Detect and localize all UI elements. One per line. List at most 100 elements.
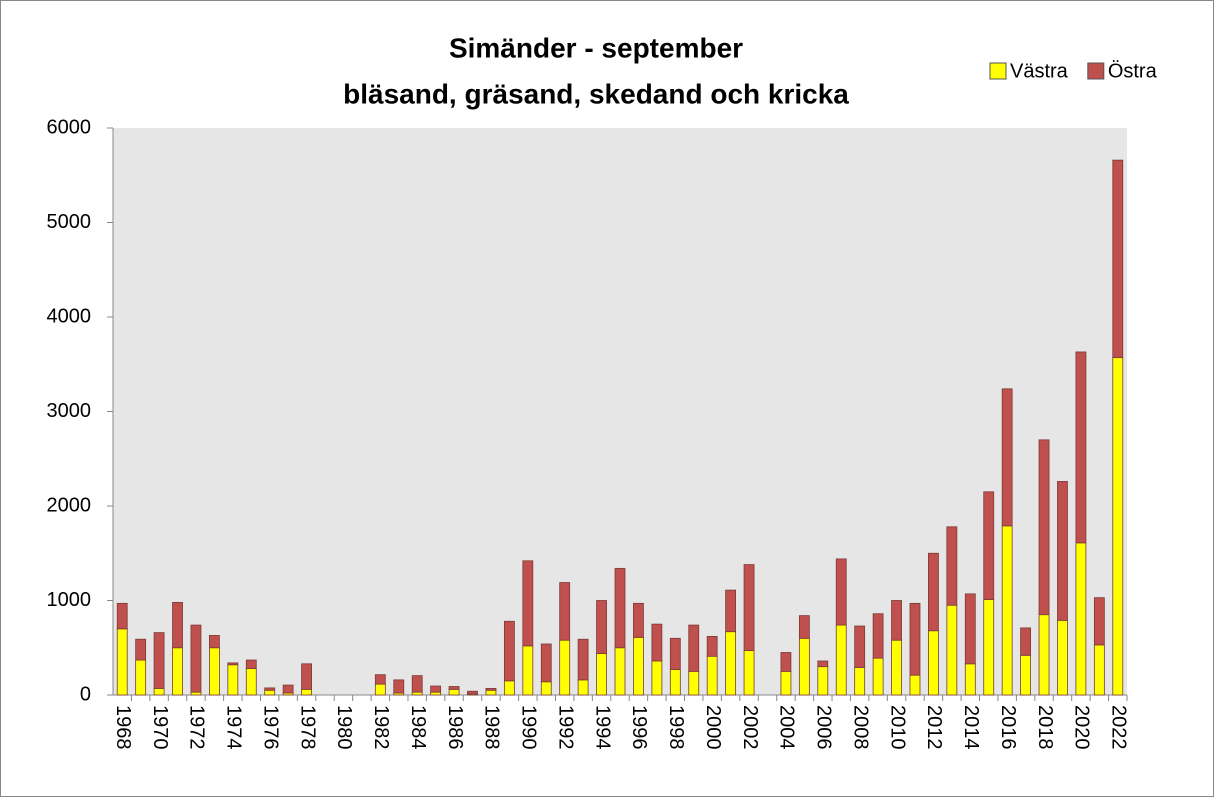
bar-segment (116, 602, 128, 630)
bar-segment (190, 691, 202, 696)
x-tick-label: 1986 (444, 705, 466, 750)
legend-swatch (989, 62, 1007, 80)
y-tick-label: 3000 (47, 400, 92, 422)
y-tick-label: 0 (80, 683, 91, 705)
bar-segment (1038, 439, 1050, 616)
bar-segment (485, 689, 497, 696)
bar-segment (1093, 597, 1105, 646)
bar-segment (430, 685, 442, 693)
y-tick-label: 2000 (47, 494, 92, 516)
x-tick-label: 2006 (813, 705, 835, 750)
x-tick-label: 2022 (1108, 705, 1130, 750)
x-tick-label: 1980 (333, 705, 355, 750)
legend-swatch (1087, 62, 1105, 80)
bar-segment (651, 623, 663, 662)
bar-segment (448, 688, 460, 696)
bar-segment (688, 624, 700, 672)
bar-segment (798, 615, 810, 639)
bar-segment (208, 635, 220, 649)
bar-segment (928, 552, 939, 632)
bar-segment (891, 639, 902, 696)
bar-segment (964, 663, 976, 696)
x-tick-label: 2008 (849, 705, 871, 750)
bar-segment (964, 593, 976, 665)
bar-segment (780, 670, 792, 696)
bar-segment (909, 674, 921, 696)
bar-segment (1001, 525, 1013, 696)
bar-segment (301, 663, 312, 690)
bar-segment (1112, 159, 1124, 359)
x-tick-label: 2010 (886, 705, 908, 750)
bar-segment (1057, 619, 1068, 696)
x-tick-label: 1996 (628, 705, 650, 750)
bar-segment (817, 660, 829, 668)
bar-segment (743, 650, 755, 696)
bar-segment (909, 602, 921, 676)
bar-segment (596, 600, 607, 654)
bar-segment (651, 660, 663, 696)
bar-segment (983, 491, 995, 600)
bar-segment (485, 687, 497, 691)
x-tick-label: 1974 (223, 705, 245, 750)
bar-segment (1020, 627, 1031, 656)
x-tick-label: 2012 (923, 705, 945, 750)
bar-segment (393, 679, 405, 694)
bar-segment (1038, 614, 1050, 696)
bar-segment (522, 645, 534, 696)
x-tick-label: 1978 (296, 705, 318, 750)
bar-segment (135, 638, 147, 661)
bar-segment (706, 655, 718, 696)
x-tick-label: 1992 (554, 705, 576, 750)
bar-segment (116, 628, 128, 696)
bar-segment (172, 647, 183, 696)
bar-segment (1093, 644, 1105, 696)
legend-label: Västra (1010, 60, 1069, 82)
bar-segment (928, 630, 939, 696)
bar-segment (1075, 351, 1087, 544)
bar-segment (725, 631, 737, 696)
bar-segment (208, 647, 220, 696)
bar-segment (596, 653, 607, 696)
x-tick-label: 2002 (739, 705, 761, 750)
bar-segment (448, 686, 460, 690)
y-tick-label: 4000 (47, 305, 92, 327)
bar-segment (540, 643, 552, 683)
bar-segment (411, 675, 423, 693)
bar-segment (1112, 357, 1124, 696)
y-tick-label: 5000 (47, 211, 92, 233)
x-tick-label: 2000 (702, 705, 724, 750)
y-tick-label: 1000 (47, 589, 92, 611)
bar-segment (172, 601, 183, 649)
bar-segment (282, 684, 294, 694)
chart-title: Simänder - september (449, 32, 743, 63)
bar-segment (430, 691, 442, 696)
x-tick-label: 2016 (997, 705, 1019, 750)
x-tick-label: 1970 (149, 705, 171, 750)
bar-segment (264, 687, 276, 691)
bar-segment (835, 558, 847, 626)
bar-segment (614, 647, 626, 696)
x-tick-label: 1982 (370, 705, 392, 750)
bar-segment (503, 680, 515, 696)
bar-segment (633, 636, 644, 696)
legend-label: Östra (1108, 60, 1158, 82)
bar-segment (1001, 388, 1013, 527)
x-tick-label: 1984 (407, 705, 429, 750)
bar-segment (1057, 481, 1068, 621)
bar-segment (522, 560, 534, 647)
x-tick-label: 2004 (776, 705, 798, 750)
bar-segment (743, 564, 755, 651)
bar-segment (854, 667, 866, 696)
bar-segment (633, 602, 644, 638)
bar-segment (872, 657, 884, 696)
bar-segment (891, 600, 902, 641)
x-tick-label: 1976 (259, 705, 281, 750)
bar-segment (245, 668, 257, 696)
bar-segment (669, 637, 681, 670)
bar-segment (1020, 654, 1031, 696)
x-tick-label: 1998 (665, 705, 687, 750)
bar-segment (467, 690, 478, 695)
bar-segment (135, 659, 147, 696)
chart-subtitle: bläsand, gräsand, skedand och kricka (343, 78, 849, 109)
bar-segment (1075, 542, 1087, 696)
